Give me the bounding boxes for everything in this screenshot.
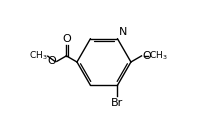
Text: Br: Br [111,98,123,108]
Text: CH$_3$: CH$_3$ [148,50,166,62]
Text: N: N [119,27,127,37]
Text: CH$_3$: CH$_3$ [29,50,47,62]
Text: O: O [47,56,56,66]
Text: O: O [62,34,71,44]
Text: O: O [141,51,150,61]
